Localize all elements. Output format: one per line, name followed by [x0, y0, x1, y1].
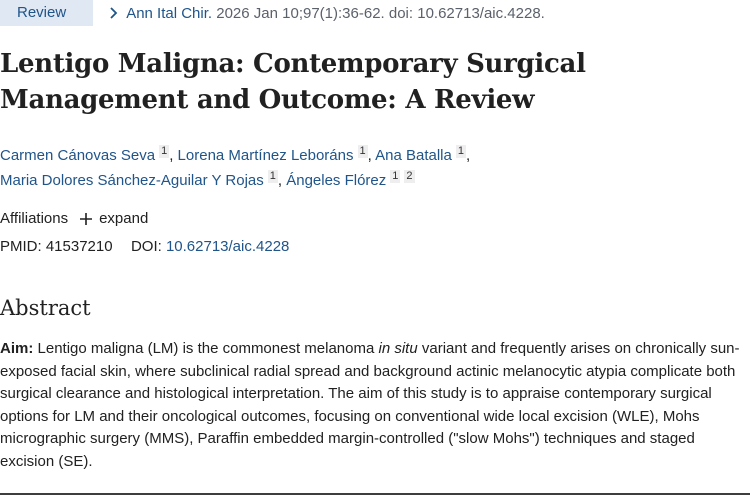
- author-link[interactable]: Maria Dolores Sánchez-Aguilar Y Rojas: [0, 172, 264, 189]
- abstract-heading: Abstract: [0, 296, 91, 320]
- affiliation-ref[interactable]: 1: [390, 170, 401, 183]
- abstract-italic: in situ: [378, 340, 418, 357]
- abstract-text-1: Lentigo maligna (LM) is the commonest me…: [33, 340, 379, 357]
- citation-bar: Review Ann Ital Chir. 2026 Jan 10;97(1):…: [0, 0, 545, 26]
- citation-details: 2026 Jan 10;97(1):36-62. doi: 10.62713/a…: [216, 4, 545, 22]
- affiliation-ref[interactable]: 1: [455, 145, 466, 158]
- author-separator: ,: [367, 147, 376, 164]
- affiliation-ref[interactable]: 2: [404, 170, 415, 183]
- pmid-label: PMID:: [0, 238, 42, 255]
- aim-label: Aim:: [0, 340, 34, 357]
- chevron-right-icon[interactable]: [107, 6, 121, 20]
- journal-link[interactable]: Ann Ital Chir.: [126, 4, 213, 22]
- abstract-paragraph: Aim: Lentigo maligna (LM) is the commone…: [0, 338, 742, 473]
- pmid-value: 41537210: [45, 238, 113, 255]
- author-separator: ,: [466, 147, 471, 164]
- author-link[interactable]: Lorena Martínez Leboráns: [177, 147, 354, 164]
- doi-link[interactable]: 10.62713/aic.4228: [165, 238, 290, 255]
- affiliation-ref[interactable]: 1: [357, 145, 368, 158]
- author-link[interactable]: Carmen Cánovas Seva: [0, 147, 156, 164]
- plus-icon[interactable]: [80, 213, 93, 225]
- author-separator: ,: [169, 147, 178, 164]
- affiliations-row: Affiliations expand: [0, 209, 148, 229]
- article-title: Lentigo Maligna: Contemporary Surgical M…: [0, 49, 586, 115]
- identifiers-row: PMID: 41537210 DOI: 10.62713/aic.4228: [0, 237, 289, 257]
- doi-label: DOI:: [130, 238, 162, 255]
- divider: [0, 493, 750, 495]
- abstract-text-2: variant and frequently arises on chronic…: [0, 340, 740, 470]
- author-separator: ,: [277, 172, 287, 189]
- expand-button[interactable]: expand: [99, 210, 149, 227]
- affiliation-ref[interactable]: 1: [159, 145, 170, 158]
- affiliation-ref[interactable]: 1: [267, 170, 278, 183]
- review-badge: Review: [0, 0, 94, 26]
- author-link[interactable]: Ángeles Flórez: [286, 172, 387, 189]
- author-list: Carmen Cánovas Seva 1, Lorena Martínez Le…: [0, 143, 745, 193]
- affiliations-label: Affiliations: [0, 210, 69, 227]
- author-link[interactable]: Ana Batalla: [375, 147, 452, 164]
